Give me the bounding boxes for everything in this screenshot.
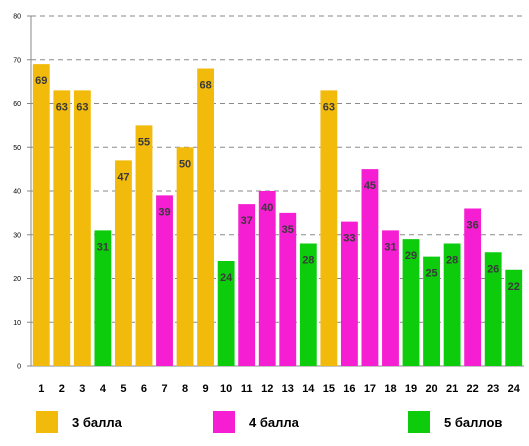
data-label: 69 <box>35 75 47 87</box>
data-label: 40 <box>261 202 273 214</box>
data-label: 26 <box>487 263 499 275</box>
x-tick-label: 21 <box>446 383 458 395</box>
legend-item-5-ballov: 5 баллов <box>408 409 502 435</box>
x-tick-label: 16 <box>343 383 355 395</box>
y-tick-label: 50 <box>13 145 21 152</box>
bar <box>299 243 317 366</box>
x-tick-label: 11 <box>241 383 253 395</box>
x-tick-label: 14 <box>302 383 315 395</box>
legend-item-3-ball: 3 балла <box>36 409 122 435</box>
x-tick-label: 24 <box>508 383 521 395</box>
x-tick-label: 20 <box>425 383 437 395</box>
bar <box>94 230 112 366</box>
x-tick-label: 18 <box>384 383 396 395</box>
legend: 3 балла 4 балла 5 баллов <box>0 405 529 441</box>
data-label: 39 <box>158 206 170 218</box>
bar <box>73 90 91 366</box>
legend-label: 3 балла <box>72 414 122 430</box>
data-label: 63 <box>76 101 88 113</box>
data-label: 63 <box>56 101 68 113</box>
data-label: 35 <box>282 224 294 236</box>
legend-swatch <box>36 411 58 433</box>
bar <box>382 230 399 366</box>
y-tick-label: 10 <box>13 320 21 327</box>
x-tick-label: 10 <box>220 383 232 395</box>
y-tick-label: 40 <box>13 189 21 196</box>
data-label: 31 <box>97 241 109 253</box>
bar <box>484 252 502 366</box>
bar <box>340 221 358 366</box>
y-tick-label: 60 <box>13 101 21 108</box>
data-label: 36 <box>467 220 479 232</box>
legend-swatch <box>408 411 430 433</box>
x-tick-label: 17 <box>364 383 376 395</box>
bar <box>443 243 461 366</box>
bar <box>217 261 235 366</box>
x-tick-label: 8 <box>182 383 188 395</box>
x-tick-label: 7 <box>161 383 167 395</box>
y-tick-label: 30 <box>13 232 21 239</box>
data-label: 45 <box>364 180 376 192</box>
data-label: 55 <box>138 136 150 148</box>
bar <box>176 147 194 366</box>
bar <box>32 64 50 366</box>
bar <box>464 208 482 366</box>
data-label: 37 <box>241 215 253 227</box>
data-label: 68 <box>199 80 211 92</box>
legend-label: 4 балла <box>249 414 299 430</box>
x-tick-label: 1 <box>38 383 44 395</box>
x-tick-label: 19 <box>405 383 417 395</box>
legend-swatch <box>213 411 235 433</box>
data-label: 63 <box>323 101 335 113</box>
x-tick-label: 12 <box>261 383 273 395</box>
bar <box>505 269 523 366</box>
y-tick-label: 70 <box>13 57 21 64</box>
legend-label: 5 баллов <box>444 414 503 430</box>
bar <box>115 160 132 366</box>
bar <box>279 212 297 366</box>
x-tick-label: 3 <box>79 383 85 395</box>
y-tick-label: 80 <box>13 14 21 21</box>
data-label: 31 <box>384 241 396 253</box>
data-label: 50 <box>179 158 191 170</box>
bar <box>258 191 276 366</box>
bar <box>402 239 420 366</box>
data-label: 33 <box>343 233 355 245</box>
data-label: 28 <box>302 255 314 267</box>
bar <box>53 90 71 366</box>
bar <box>197 68 215 366</box>
bar <box>320 90 338 366</box>
x-tick-label: 9 <box>203 383 209 395</box>
x-tick-label: 4 <box>100 383 107 395</box>
bar <box>135 125 153 366</box>
x-tick-label: 22 <box>467 383 479 395</box>
bar <box>361 169 379 366</box>
legend-item-4-balla: 4 балла <box>213 409 299 435</box>
x-tick-label: 23 <box>487 383 499 395</box>
bar <box>238 204 256 366</box>
data-label: 25 <box>425 268 437 280</box>
bar-chart: 0102030405060708069163263331447555639750… <box>13 14 524 395</box>
data-label: 22 <box>508 281 520 293</box>
x-tick-label: 15 <box>323 383 335 395</box>
y-tick-label: 20 <box>13 276 21 283</box>
data-label: 29 <box>405 250 417 262</box>
data-label: 28 <box>446 255 458 267</box>
x-tick-label: 2 <box>59 383 65 395</box>
bar <box>156 195 173 366</box>
x-tick-label: 13 <box>282 383 294 395</box>
x-tick-label: 5 <box>120 383 126 395</box>
y-tick-label: 0 <box>17 364 21 371</box>
data-label: 24 <box>220 272 233 284</box>
bar <box>423 256 440 366</box>
data-label: 47 <box>117 171 129 183</box>
x-tick-label: 6 <box>141 383 147 395</box>
